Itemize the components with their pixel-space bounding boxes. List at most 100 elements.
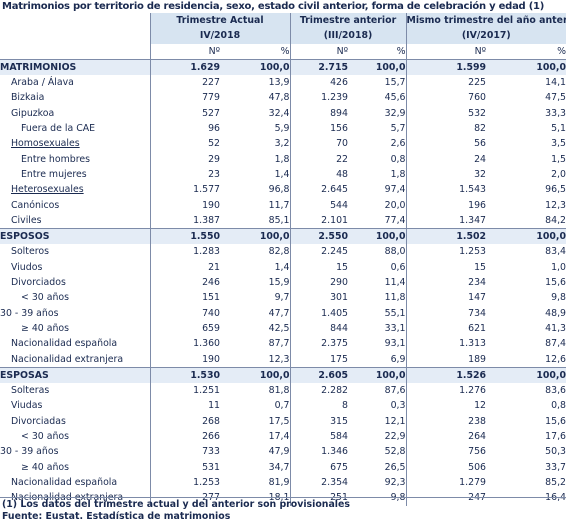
row-label: Viudas bbox=[11, 400, 43, 412]
cell-percent: 47,8 bbox=[268, 92, 290, 104]
cell-count: 238 bbox=[405, 413, 487, 430]
cell-percent: 26,5 bbox=[384, 461, 406, 473]
row-label: Homosexuales bbox=[0, 136, 150, 151]
cell-percent: 100,0 bbox=[348, 366, 407, 384]
table-row: Gipuzkoa 527 32,4 894 32,9 532 33,3 bbox=[0, 105, 566, 122]
cell-count: 1.405 bbox=[289, 305, 348, 321]
cell-percent: 22,9 bbox=[384, 431, 406, 443]
row-label: ≥ 40 años bbox=[21, 322, 70, 334]
cell-percent: 5,7 bbox=[390, 123, 406, 135]
cell-count: 1.253 bbox=[405, 244, 487, 260]
cell-percent: 87,4 bbox=[545, 338, 567, 350]
cell-count: 734 bbox=[405, 305, 487, 321]
cell-percent: 100,0 bbox=[348, 59, 407, 76]
cell-count: 147 bbox=[405, 290, 487, 306]
table-row: Fuera de la CAE 96 5,9 156 5,7 82 5,1 bbox=[0, 121, 566, 137]
table-row: Araba / Álava 227 13,9 426 15,7 225 14,1 bbox=[0, 75, 566, 91]
table-row: ≥ 40 años 531 34,7 675 26,5 506 33,7 bbox=[0, 459, 566, 475]
cell-percent: 83,6 bbox=[545, 385, 567, 397]
row-label: ESPOSAS bbox=[0, 366, 150, 384]
cell-percent: 1,4 bbox=[274, 168, 290, 180]
cell-percent: 3,5 bbox=[551, 138, 567, 150]
cell-count: 2.245 bbox=[289, 244, 348, 260]
table-row: Civiles 1.387 85,1 2.101 77,4 1.347 84,2 bbox=[0, 212, 567, 229]
row-label: Nacionalidad española bbox=[11, 338, 118, 350]
cell-percent: 9,8 bbox=[551, 292, 567, 304]
cell-percent: 93,1 bbox=[384, 338, 406, 350]
cell-percent: 42,5 bbox=[268, 322, 290, 334]
subheader-pct: % bbox=[348, 43, 407, 60]
cell-percent: 47,5 bbox=[545, 92, 567, 104]
header-blank bbox=[0, 13, 150, 29]
cell-percent: 41,3 bbox=[545, 322, 567, 334]
table-row: Nacionalidad española 1.360 87,7 2.375 93,1 1… bbox=[0, 336, 567, 352]
cell-percent: 50,3 bbox=[545, 446, 567, 458]
cell-percent: 32,9 bbox=[384, 107, 406, 119]
row-label-text: Homosexuales bbox=[11, 138, 80, 150]
cell-percent: 52,8 bbox=[384, 446, 406, 458]
table-bottom-rule bbox=[0, 497, 566, 498]
cell-count: 584 bbox=[289, 429, 348, 445]
row-label: < 30 años bbox=[21, 431, 70, 443]
cell-count: 1.502 bbox=[405, 228, 487, 245]
cell-count: 1.313 bbox=[405, 336, 487, 352]
table-row: 30 - 39 años 740 47,7 1.405 55,1 734 48,9 bbox=[0, 305, 566, 321]
cell-count: 2.354 bbox=[289, 474, 348, 491]
cell-percent: 100,0 bbox=[486, 228, 567, 245]
row-label: Viudos bbox=[11, 261, 43, 273]
cell-count: 266 bbox=[149, 429, 220, 445]
table-row: Entre mujeres 23 1,4 48 1,8 32 2,0 bbox=[0, 166, 566, 183]
cell-count: 894 bbox=[289, 105, 348, 122]
cell-percent: 47,7 bbox=[268, 307, 290, 319]
cell-count: 1.276 bbox=[405, 383, 487, 399]
table-body: MATRIMONIOS 1.629 100,0 2.715 100,0 1.599 100,… bbox=[0, 59, 567, 506]
cell-count: 659 bbox=[149, 320, 220, 337]
cell-percent: 81,8 bbox=[268, 385, 290, 397]
row-label: Fuera de la CAE bbox=[21, 123, 96, 135]
header-previous-quarter: Trimestre anterior bbox=[289, 13, 407, 29]
cell-count: 32 bbox=[405, 166, 487, 183]
cell-percent: 32,4 bbox=[268, 107, 290, 119]
row-label: Solteros bbox=[11, 246, 50, 258]
subheader-n: Nº bbox=[405, 43, 487, 60]
row-label: < 30 años bbox=[21, 292, 70, 304]
row-label-text: Heterosexuales bbox=[11, 184, 84, 196]
cell-count: 2.101 bbox=[289, 212, 348, 229]
cell-count: 1.283 bbox=[149, 244, 220, 260]
cell-count: 301 bbox=[289, 290, 348, 306]
table-row: < 30 años 266 17,4 584 22,9 264 17,6 bbox=[0, 429, 566, 445]
cell-percent: 33,1 bbox=[384, 322, 406, 334]
row-label: Solteras bbox=[11, 385, 50, 397]
cell-percent: 84,2 bbox=[545, 214, 567, 226]
cell-count: 315 bbox=[289, 413, 348, 430]
cell-percent: 13,9 bbox=[268, 77, 290, 89]
cell-count: 760 bbox=[405, 90, 487, 106]
cell-count: 227 bbox=[149, 75, 220, 91]
cell-percent: 87,7 bbox=[268, 338, 290, 350]
cell-count: 290 bbox=[289, 275, 348, 291]
row-label: Entre hombres bbox=[21, 153, 90, 165]
cell-percent: 2,6 bbox=[390, 138, 406, 150]
cell-count: 1.530 bbox=[149, 366, 220, 384]
table-row: Divorciadas 268 17,5 315 12,1 238 15,6 bbox=[0, 413, 566, 430]
cell-percent: 3,2 bbox=[274, 138, 290, 150]
cell-count: 675 bbox=[289, 459, 348, 475]
cell-percent: 12,1 bbox=[384, 415, 406, 427]
cell-percent: 85,1 bbox=[268, 214, 290, 226]
cell-count: 740 bbox=[149, 305, 220, 321]
cell-count: 733 bbox=[149, 444, 220, 460]
cell-percent: 17,4 bbox=[268, 431, 290, 443]
row-label: Nacionalidad española bbox=[11, 476, 118, 488]
cell-percent: 100,0 bbox=[486, 366, 567, 384]
cell-count: 1.347 bbox=[405, 212, 487, 229]
cell-count: 1.599 bbox=[405, 59, 487, 76]
cell-count: 779 bbox=[149, 90, 220, 106]
cell-percent: 0,8 bbox=[551, 400, 567, 412]
table-row: Nacionalidad extranjera 190 12,3 175 6,9 189 1… bbox=[0, 351, 566, 368]
cell-count: 22 bbox=[289, 151, 348, 167]
cell-count: 544 bbox=[289, 197, 348, 213]
cell-percent: 1,5 bbox=[551, 153, 567, 165]
table-row: Divorciados 246 15,9 290 11,4 234 15,6 bbox=[0, 275, 566, 291]
cell-percent: 1,4 bbox=[274, 261, 290, 273]
source-note: Fuente: Eustat. Estadística de matrimoni… bbox=[2, 511, 231, 522]
